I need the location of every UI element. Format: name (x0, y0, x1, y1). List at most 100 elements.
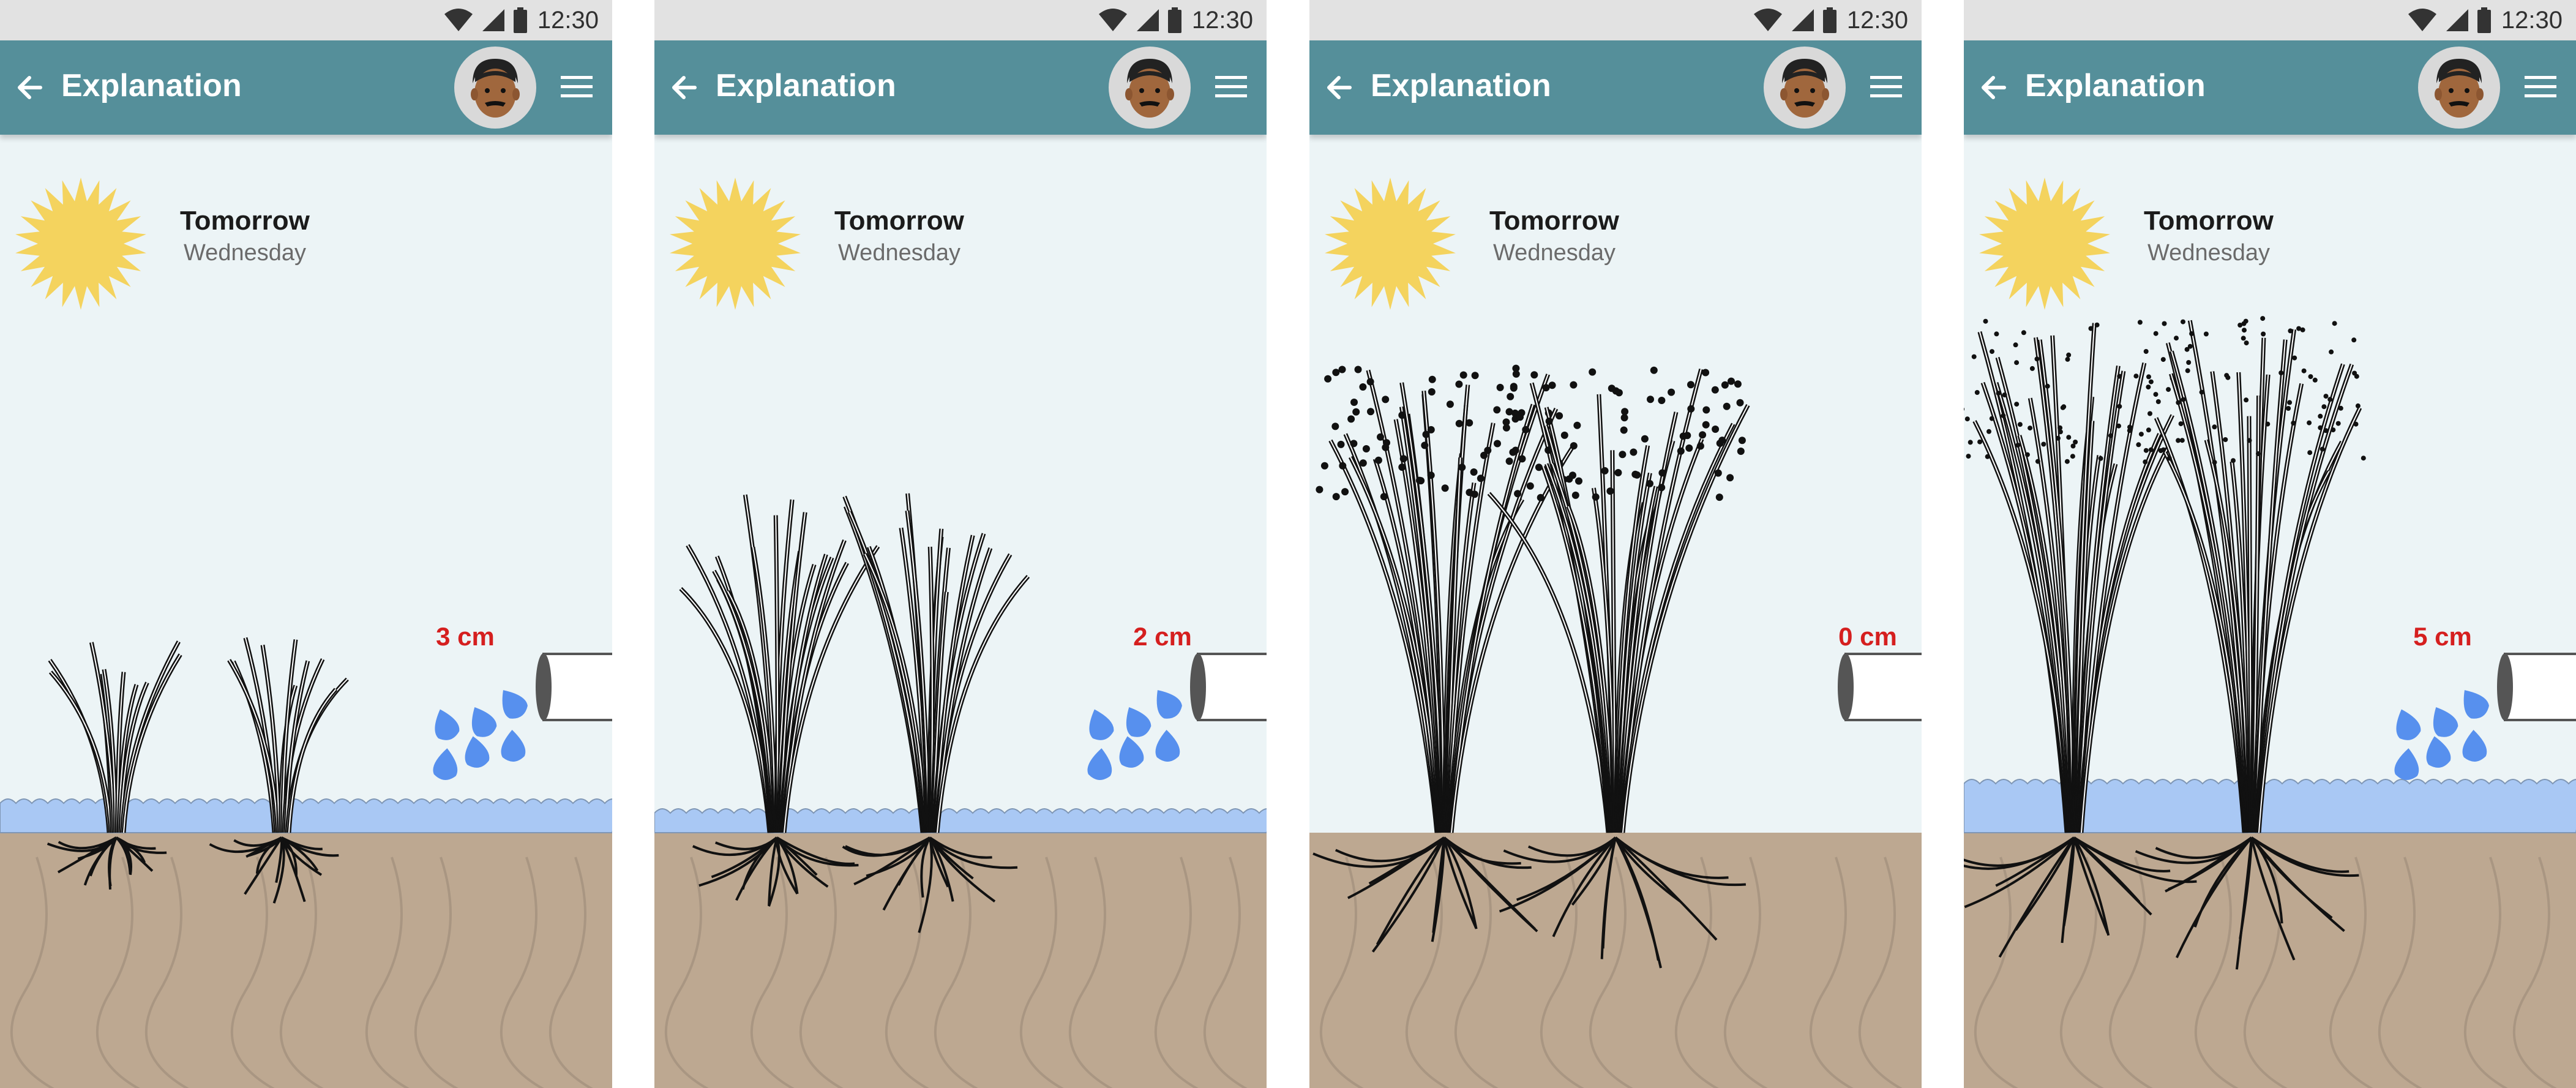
field-illustration (654, 493, 1267, 1088)
back-arrow-icon[interactable] (11, 69, 49, 107)
soil (1964, 833, 2576, 1088)
soil-crack (664, 857, 709, 1088)
water-drop (501, 730, 526, 762)
hamburger-menu-icon[interactable] (558, 71, 595, 103)
page-title: Explanation (2025, 68, 2206, 103)
forecast-weekday: Wednesday (2147, 240, 2270, 266)
pipe (1844, 653, 1922, 721)
water-drop (1156, 690, 1182, 719)
back-arrow-icon[interactable] (1320, 69, 1358, 107)
sun-icon (1979, 178, 2110, 310)
status-bar: 12:30 (0, 0, 612, 40)
app-screen-3: 12:30 Explanation Tomorrow Wednesday 0 c… (1309, 0, 1922, 1088)
wifi-icon (1098, 9, 1127, 31)
rice-plant (209, 637, 349, 904)
rice-plant (1964, 318, 2197, 958)
cell-signal-icon (1791, 9, 1814, 31)
water-drop (471, 707, 497, 737)
avatar[interactable] (454, 47, 536, 129)
soil-crack (1405, 857, 1450, 1088)
soil-crack (1589, 857, 1633, 1088)
soil-crack (1203, 857, 1248, 1088)
soil-crack (885, 857, 929, 1088)
forecast-day: Tomorrow (2144, 206, 2274, 236)
water-drop (1087, 748, 1112, 780)
rice-plant (679, 494, 880, 907)
hamburger-menu-icon[interactable] (1868, 71, 1904, 103)
wifi-icon (444, 9, 473, 31)
soil-crack (1809, 857, 1854, 1088)
water-level-label: 2 cm (1133, 622, 1192, 651)
back-arrow-icon[interactable] (1975, 69, 2013, 107)
forecast-weekday: Wednesday (1493, 240, 1616, 266)
pipe-opening (1838, 653, 1854, 721)
wifi-icon (2408, 9, 2436, 31)
soil-crack (279, 857, 324, 1088)
back-arrow-icon[interactable] (665, 69, 703, 107)
water-drop (2396, 709, 2421, 740)
pipe-opening (536, 653, 552, 721)
soil-crack (549, 857, 593, 1088)
rice-plant (1487, 366, 1750, 969)
soil-crack (230, 857, 275, 1088)
app-bar: Explanation (0, 40, 612, 135)
page-title: Explanation (61, 68, 242, 103)
forecast-section: Tomorrow Wednesday (1309, 138, 1922, 322)
water-drop (1126, 707, 1151, 737)
app-screen-2: 12:30 Explanation Tomorrow Wednesday 2 c… (654, 0, 1267, 1088)
water-level-label: 5 cm (2413, 622, 2472, 651)
rice-plant (47, 640, 182, 890)
soil-crack (500, 857, 544, 1088)
cell-signal-icon (1136, 9, 1159, 31)
avatar[interactable] (2418, 47, 2500, 129)
cell-signal-icon (482, 9, 504, 31)
soil-crack (1319, 857, 1364, 1088)
soil-crack (1019, 857, 1064, 1088)
status-time: 12:30 (537, 6, 599, 34)
water-drop (502, 690, 528, 719)
water-layer (1964, 779, 2576, 833)
battery-icon (1167, 7, 1181, 33)
wifi-icon (1753, 9, 1782, 31)
soil-crack (799, 857, 844, 1088)
battery-icon (1822, 7, 1837, 33)
pipe-opening (1190, 653, 1206, 721)
app-screen-4: 12:30 Explanation Tomorrow Wednesday 5 c… (1964, 0, 2576, 1088)
forecast-weekday: Wednesday (184, 240, 306, 266)
rice-plant (1312, 364, 1577, 953)
soil-crack (2194, 857, 2239, 1088)
water-drop (1089, 709, 1114, 740)
rice-plant (842, 493, 1030, 933)
farmer-face-icon (2435, 59, 2484, 118)
soil-crack (934, 857, 978, 1088)
farmer-face-icon (1125, 59, 1174, 118)
field-illustration (1309, 364, 1922, 1088)
forecast-section: Tomorrow Wednesday (0, 138, 612, 322)
pipe (1197, 653, 1267, 721)
water-drop (1155, 730, 1180, 762)
soil-crack (2329, 857, 2373, 1088)
cell-signal-icon (2446, 9, 2468, 31)
sun-icon (1325, 178, 1456, 310)
soil-crack (2378, 857, 2422, 1088)
avatar[interactable] (1109, 47, 1191, 129)
soil-crack (1068, 857, 1113, 1088)
forecast-day: Tomorrow (1489, 206, 1619, 236)
sun-icon (15, 178, 146, 310)
field-illustration (0, 637, 612, 1088)
forecast-weekday: Wednesday (838, 240, 960, 266)
water-drop (1119, 736, 1144, 768)
hamburger-menu-icon[interactable] (1213, 71, 1249, 103)
avatar[interactable] (1764, 47, 1846, 129)
water-level-label: 3 cm (436, 622, 495, 651)
sun-icon (670, 178, 801, 310)
water-drop (2426, 736, 2451, 768)
soil-crack (1974, 857, 2018, 1088)
hamburger-menu-icon[interactable] (2522, 71, 2559, 103)
farmer-face-icon (1780, 59, 1829, 118)
soil-crack (750, 857, 795, 1088)
soil-crack (1674, 857, 1719, 1088)
soil-crack (1723, 857, 1768, 1088)
soil-crack (1858, 857, 1903, 1088)
sun-rays (670, 178, 801, 310)
